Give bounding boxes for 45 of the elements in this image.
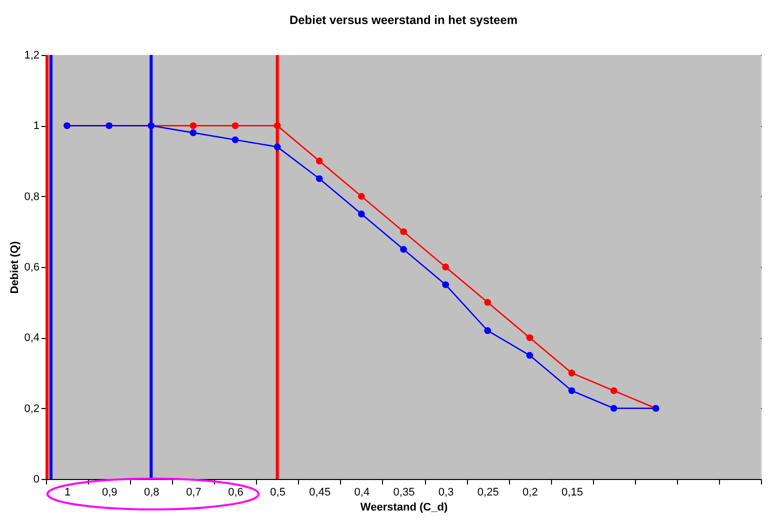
point [568,387,576,394]
x-tick-label: 0,2 [522,486,538,498]
point [190,122,197,130]
y-tick-label: 0,6 [24,262,40,274]
point [316,175,323,182]
point [610,404,618,412]
x-tick-label: 0,35 [393,486,415,498]
y-tick-label: 0,4 [24,332,40,344]
point [400,246,407,253]
point [316,158,323,164]
point [610,387,618,394]
x-tick-label: 0,9 [102,486,118,498]
y-tick-label: 1 [33,120,40,132]
y-tick-label: 0 [33,474,40,486]
point [526,352,534,359]
point [526,334,534,342]
point [232,136,239,144]
point [568,370,576,376]
point [358,210,365,218]
point [442,264,449,270]
x-tick-label: 0,25 [477,486,499,498]
y-axis-title: Debiet (Q) [9,240,22,294]
point [484,298,491,306]
point [484,327,491,334]
x-tick-label: 0,6 [228,486,244,498]
point [190,129,197,136]
x-tick-label: 0,5 [270,486,286,498]
point [274,144,281,150]
x-axis-title: Weerstand (C_d) [360,502,448,514]
x-tick-label: 0,15 [562,486,583,498]
x-tick-label: 0,8 [144,486,160,498]
point [400,228,407,236]
x-tick-label: 1 [64,486,71,498]
x-tick-label: 0,3 [438,486,454,498]
y-tick-label: 1,2 [24,50,40,62]
chart-title: Debiet versus weerstand in het systeem [289,13,518,27]
y-tick-label: 0,2 [24,402,40,415]
x-tick-label: 0,45 [309,486,331,498]
point [442,281,449,288]
point [358,192,365,200]
x-tick-label: 0,4 [354,486,370,498]
point [232,122,239,130]
y-tick-label: 0,8 [24,190,40,203]
point [274,122,281,130]
x-tick-label: 0,7 [186,486,202,498]
